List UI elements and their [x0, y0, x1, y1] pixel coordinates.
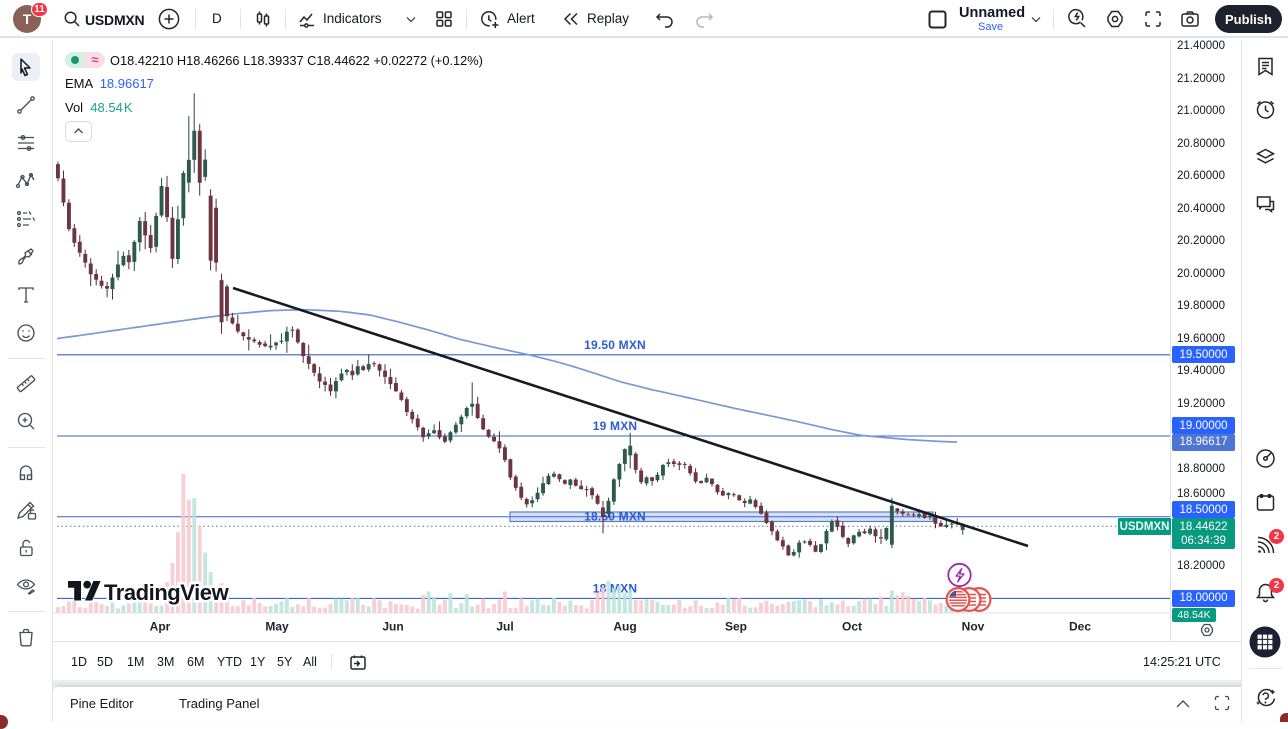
svg-text:TradingView: TradingView	[104, 580, 230, 605]
svg-text:Apr: Apr	[150, 620, 171, 634]
svg-text:19.50 MXN: 19.50 MXN	[584, 338, 646, 352]
svg-text:Jun: Jun	[382, 620, 403, 634]
svg-text:18.50 MXN: 18.50 MXN	[584, 509, 646, 523]
svg-text:19 MXN: 19 MXN	[593, 419, 638, 433]
svg-text:Nov: Nov	[962, 620, 985, 634]
svg-text:TradingView: TradingView	[104, 580, 230, 605]
svg-text:Oct: Oct	[842, 620, 862, 634]
svg-text:May: May	[265, 620, 289, 634]
svg-text:Aug: Aug	[613, 620, 636, 634]
svg-text:Dec: Dec	[1069, 620, 1091, 634]
svg-text:Jul: Jul	[496, 620, 513, 634]
svg-text:Sep: Sep	[725, 620, 747, 634]
